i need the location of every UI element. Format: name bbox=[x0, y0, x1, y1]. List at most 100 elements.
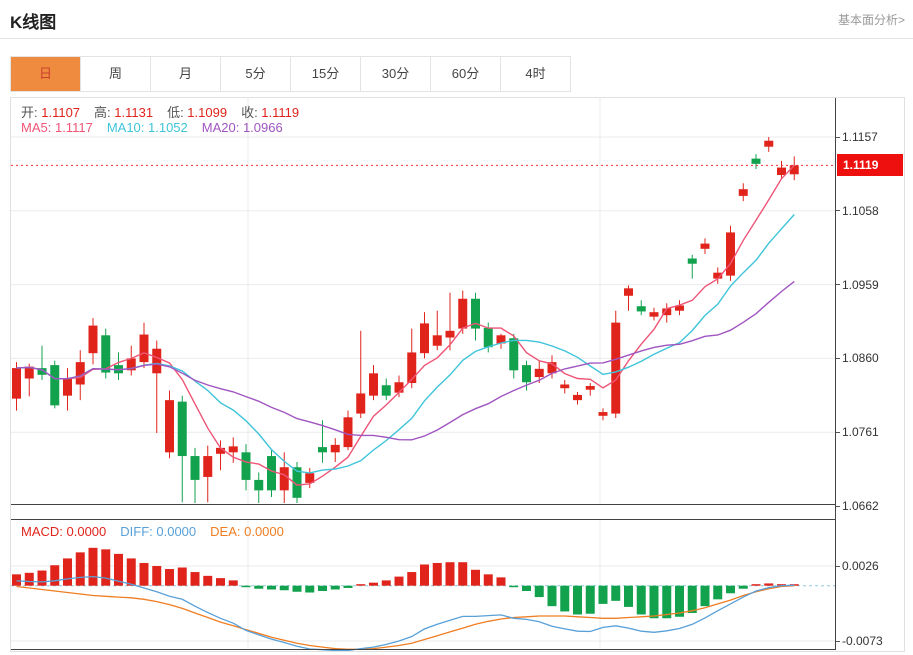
macd-hist-bar bbox=[37, 570, 47, 586]
candle-body bbox=[88, 325, 98, 354]
candle-body bbox=[63, 378, 72, 396]
candle-body bbox=[445, 330, 455, 338]
macd-hist-bar bbox=[305, 585, 315, 593]
macd-hist-bar bbox=[636, 585, 646, 615]
candle-body bbox=[713, 272, 723, 279]
macd-hist-bar bbox=[458, 562, 468, 586]
y-axis-label: 1.0761 bbox=[842, 425, 879, 440]
candle-body bbox=[37, 368, 47, 375]
y-axis-label: 1.1157 bbox=[842, 130, 878, 144]
macd-indicator-legend: MACD: 0.0000 DIFF: 0.0000 DEA: 0.0000 bbox=[21, 524, 298, 539]
y-axis-label: 1.0662 bbox=[842, 499, 879, 513]
ma10-line bbox=[16, 214, 795, 474]
macd-hist-bar bbox=[611, 585, 621, 601]
candle-body bbox=[585, 385, 595, 390]
candle-body bbox=[534, 368, 544, 378]
macd-hist-bar bbox=[12, 574, 21, 586]
candle-body bbox=[700, 243, 710, 249]
candle-body bbox=[611, 322, 621, 414]
macd-hist-bar bbox=[432, 562, 442, 586]
legend-item: DEA: 0.0000 bbox=[210, 524, 284, 539]
macd-hist-bar bbox=[547, 585, 557, 607]
candle-body bbox=[254, 479, 264, 491]
legend-item: 收: 1.1119 bbox=[241, 105, 300, 120]
legend-item: 低: 1.1099 bbox=[167, 105, 228, 120]
tab-15分[interactable]: 15分 bbox=[291, 57, 361, 91]
tab-4时[interactable]: 4时 bbox=[525, 66, 546, 81]
macd-hist-bar bbox=[279, 585, 289, 591]
candle-body bbox=[726, 232, 735, 276]
macd-hist-bar bbox=[88, 547, 98, 586]
ohlc-legend: 开: 1.1107 高: 1.1131 低: 1.1099 收: 1.1119 bbox=[21, 102, 313, 121]
candle-body bbox=[50, 365, 60, 406]
macd-hist-bar bbox=[203, 575, 213, 586]
candle-body bbox=[279, 467, 289, 491]
candle-body bbox=[12, 368, 21, 399]
candle-body bbox=[789, 165, 799, 175]
tab-60分[interactable]: 60分 bbox=[431, 57, 501, 91]
macd-hist-bar bbox=[216, 578, 225, 586]
candle-body bbox=[483, 327, 493, 348]
macd-hist-bar bbox=[726, 585, 735, 594]
candle-body bbox=[190, 456, 200, 480]
candle-body bbox=[547, 362, 557, 374]
tab-月[interactable]: 月 bbox=[151, 57, 221, 91]
candle-body bbox=[738, 189, 748, 196]
axis-tick bbox=[836, 357, 840, 359]
candle-body bbox=[381, 385, 391, 396]
candle-body bbox=[203, 456, 213, 477]
candle-body bbox=[751, 158, 761, 164]
tab-5分[interactable]: 5分 bbox=[221, 57, 291, 91]
diff-line bbox=[16, 575, 795, 651]
ma-legend: MA5: 1.1117 MA10: 1.1052 MA20: 1.0966 bbox=[21, 120, 297, 135]
candle-body bbox=[649, 312, 659, 317]
tab-日[interactable]: 日 bbox=[11, 57, 81, 91]
kline-chart-canvas[interactable] bbox=[11, 98, 836, 651]
candle-body bbox=[522, 365, 531, 383]
candle-body bbox=[432, 335, 442, 346]
macd-hist-bar bbox=[177, 567, 187, 586]
macd-hist-bar bbox=[751, 584, 761, 586]
macd-hist-bar bbox=[738, 585, 748, 589]
macd-hist-bar bbox=[381, 580, 391, 586]
candle-body bbox=[75, 362, 85, 385]
candle-body bbox=[152, 348, 162, 374]
fundamental-analysis-link[interactable]: 基本面分析> bbox=[837, 13, 905, 27]
macd-hist-bar bbox=[598, 585, 608, 604]
macd-hist-bar bbox=[63, 558, 72, 586]
macd-hist-bar bbox=[662, 585, 672, 619]
axis-tick bbox=[836, 640, 840, 642]
macd-hist-bar bbox=[356, 584, 366, 586]
y-axis-label: 0.0026 bbox=[842, 559, 879, 573]
candle-body bbox=[216, 447, 225, 454]
y-axis-label: 1.0860 bbox=[842, 351, 879, 366]
macd-hist-bar bbox=[343, 585, 353, 588]
y-axis-label: 1.0959 bbox=[842, 277, 879, 292]
macd-hist-bar bbox=[254, 585, 264, 589]
ma20-line bbox=[16, 280, 795, 441]
tab-30分[interactable]: 30分 bbox=[361, 57, 431, 91]
legend-item: MA5: 1.1117 bbox=[21, 120, 93, 135]
macd-hist-bar bbox=[101, 549, 111, 586]
macd-hist-bar bbox=[165, 569, 174, 586]
macd-hist-bar bbox=[483, 574, 493, 586]
macd-hist-bar bbox=[624, 585, 633, 607]
macd-hist-bar bbox=[496, 577, 506, 586]
tab-周[interactable]: 周 bbox=[81, 57, 151, 91]
candle-body bbox=[560, 384, 570, 389]
macd-hist-bar bbox=[330, 585, 340, 590]
candle-body bbox=[624, 288, 633, 296]
macd-hist-bar bbox=[687, 585, 697, 613]
candle-body bbox=[573, 394, 582, 401]
macd-hist-bar bbox=[50, 565, 60, 586]
header-divider bbox=[0, 38, 913, 39]
macd-hist-bar bbox=[369, 582, 378, 586]
macd-hist-bar bbox=[713, 585, 723, 600]
macd-hist-bar bbox=[139, 562, 149, 586]
macd-hist-bar bbox=[534, 585, 544, 598]
candle-body bbox=[471, 298, 480, 329]
candle-body bbox=[675, 305, 684, 311]
candle-body bbox=[241, 452, 251, 480]
chart-container: 开: 1.1107 高: 1.1131 低: 1.1099 收: 1.1119 MA5… bbox=[10, 97, 905, 652]
axis-tick bbox=[836, 210, 840, 212]
